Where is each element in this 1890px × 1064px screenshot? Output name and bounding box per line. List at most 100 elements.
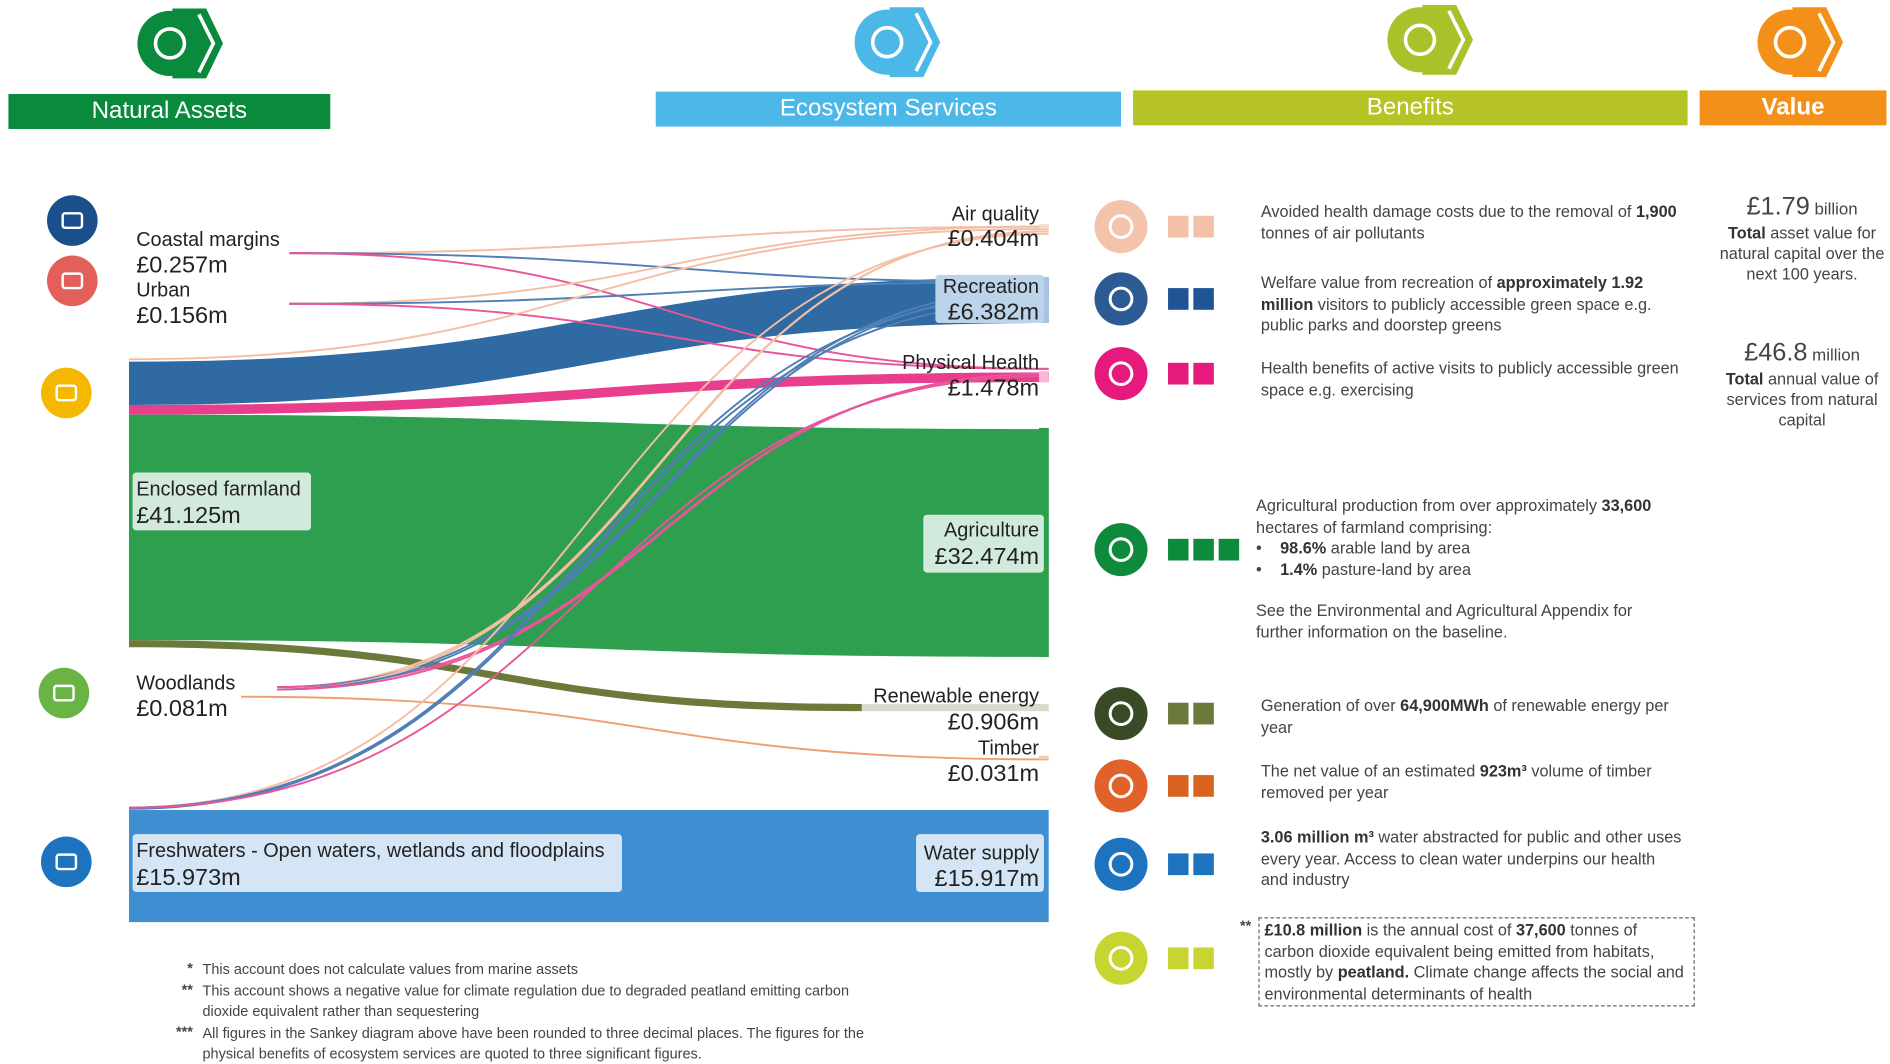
- flow-line: [277, 372, 1049, 691]
- asset-icon: [47, 195, 98, 246]
- label-box: [916, 834, 1044, 892]
- header-bar: Value: [1699, 90, 1887, 126]
- bold-run: £10.8 million: [1264, 920, 1363, 940]
- flow-line: [277, 230, 1049, 691]
- text-run: water abstracted for public and other us…: [1260, 828, 1682, 889]
- service-label: Recreation: [943, 276, 1039, 298]
- node-bar: [1039, 755, 1049, 760]
- flow-line: [128, 300, 1049, 810]
- value-block: £1.79 billion Total asset value for natur…: [1712, 194, 1890, 284]
- header-chevron-inner: [914, 12, 933, 72]
- label-box: [935, 274, 1044, 324]
- benefit-square: [1168, 288, 1189, 310]
- asset-label: Enclosed farmland: [136, 478, 301, 500]
- bold-run: 64,900MWh: [1400, 696, 1489, 715]
- bold-run: Total: [1728, 224, 1766, 243]
- text-run: Welfare value from recreation of: [1260, 273, 1497, 292]
- service-value: £0.906m: [948, 708, 1039, 734]
- service-label: Agriculture: [944, 519, 1039, 541]
- value-amount: £46.8: [1744, 338, 1808, 367]
- benefit-icon: [1094, 200, 1148, 254]
- benefit-square: [1193, 538, 1214, 561]
- benefit-text: Avoided health damage costs due to the r…: [1261, 201, 1683, 243]
- benefit-icon-glyph: [1108, 214, 1134, 239]
- text-run: is the annual cost of: [1362, 920, 1516, 940]
- header-bar: Ecosystem Services: [655, 91, 1122, 127]
- bold-run: peatland.: [1337, 963, 1410, 982]
- flow-band: [128, 414, 1049, 657]
- bold-run: approximately 1.92 million: [1260, 273, 1644, 313]
- service-value: £6.382m: [948, 298, 1039, 324]
- text-run: of renewable energy per year: [1260, 696, 1669, 736]
- value-heading: £1.79 billion: [1712, 194, 1890, 219]
- asset-label: Urban: [136, 280, 190, 302]
- node-bar: [1039, 277, 1049, 324]
- text-run: The net value of an estimated: [1260, 761, 1480, 780]
- asset-value: £0.081m: [136, 695, 227, 721]
- benefit-square: [1193, 362, 1214, 385]
- paragraph: Avoided health damage costs due to the r…: [1261, 201, 1683, 243]
- asset-icon: [40, 367, 92, 419]
- footnote-mark: ***: [175, 1023, 193, 1041]
- asset-icon-glyph: [61, 212, 84, 230]
- benefit-text: Welfare value from recreation of approxi…: [1261, 272, 1683, 335]
- benefit-icon-glyph: [1108, 945, 1134, 971]
- benefit-square: [1168, 853, 1189, 876]
- text-run: annual value of services from natural ca…: [1726, 370, 1879, 430]
- asset-icon-glyph: [55, 384, 78, 402]
- asset-icon: [38, 667, 90, 719]
- paragraph: Agricultural production from over approx…: [1256, 495, 1678, 537]
- benefit-icon: [1094, 347, 1148, 401]
- benefit-icon: [1094, 837, 1148, 891]
- benefit-icon: [1094, 272, 1148, 326]
- asset-icon: [47, 255, 98, 307]
- paragraph: See the Environmental and Agricultural A…: [1256, 600, 1678, 642]
- benefit-text: Agricultural production from over approx…: [1256, 495, 1678, 642]
- value-desc: Total asset value for natural capital ov…: [1712, 223, 1890, 284]
- benefit-square: [1168, 362, 1189, 385]
- header-icon: [854, 9, 920, 75]
- service-label: Timber: [978, 738, 1039, 760]
- asset-value: £41.125m: [136, 502, 241, 528]
- header-bar: Benefits: [1133, 90, 1688, 126]
- header-icon: [1757, 9, 1823, 75]
- service-label: Water supply: [924, 842, 1039, 864]
- benefit-square: [1193, 947, 1214, 970]
- benefit-text: 3.06 million m³ water abstracted for pub…: [1261, 827, 1683, 890]
- text-run: visitors to publicly accessible green sp…: [1260, 294, 1652, 334]
- flow-line: [128, 232, 1049, 809]
- bold-run: 33,600: [1601, 496, 1652, 515]
- asset-label: Coastal margins: [136, 229, 280, 251]
- node-bar: [1039, 224, 1049, 230]
- benefit-square: [1193, 853, 1214, 876]
- bold-run: 98.6%: [1280, 538, 1327, 557]
- value-heading: £46.8 million: [1712, 338, 1890, 367]
- benefit-square: [1193, 288, 1214, 310]
- service-value: £32.474m: [935, 543, 1040, 569]
- service-label: Physical Health: [902, 352, 1039, 374]
- benefit-square: [1168, 702, 1189, 725]
- benefit-square: [1168, 538, 1189, 561]
- value-block: £46.8 million Total annual value of servi…: [1712, 338, 1890, 430]
- flow-band: [128, 277, 1049, 406]
- label-box: [923, 514, 1044, 573]
- header-icon-glyph: [153, 27, 187, 60]
- text-run: See the Environmental and Agricultural A…: [1256, 601, 1633, 641]
- flow-line: [289, 225, 1049, 305]
- asset-label: Woodlands: [136, 672, 235, 694]
- header-chevron-inner: [1447, 10, 1466, 70]
- paragraph: Health benefits of active visits to publ…: [1261, 358, 1683, 400]
- paragraph: Welfare value from recreation of approxi…: [1261, 272, 1683, 335]
- bullet-dot: •: [1256, 559, 1262, 578]
- text-run: Generation of over: [1260, 696, 1401, 715]
- text-run: hectares of farmland comprising:: [1256, 517, 1493, 536]
- text-run: Health benefits of active visits to publ…: [1260, 359, 1679, 399]
- text-run: Avoided health damage costs due to the r…: [1260, 202, 1636, 221]
- asset-value: £0.156m: [136, 302, 227, 328]
- flow-band: [861, 703, 1049, 712]
- asset-icon-glyph: [53, 684, 75, 702]
- bullet-item: • 98.6% arable land by area: [1256, 538, 1678, 559]
- header-icon-glyph: [1403, 23, 1437, 57]
- text-run: tonnes of air pollutants: [1260, 223, 1425, 242]
